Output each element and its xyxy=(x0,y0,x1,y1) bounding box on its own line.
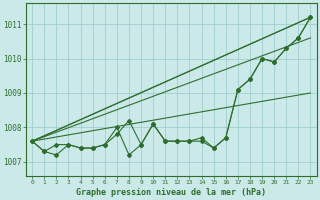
X-axis label: Graphe pression niveau de la mer (hPa): Graphe pression niveau de la mer (hPa) xyxy=(76,188,266,197)
